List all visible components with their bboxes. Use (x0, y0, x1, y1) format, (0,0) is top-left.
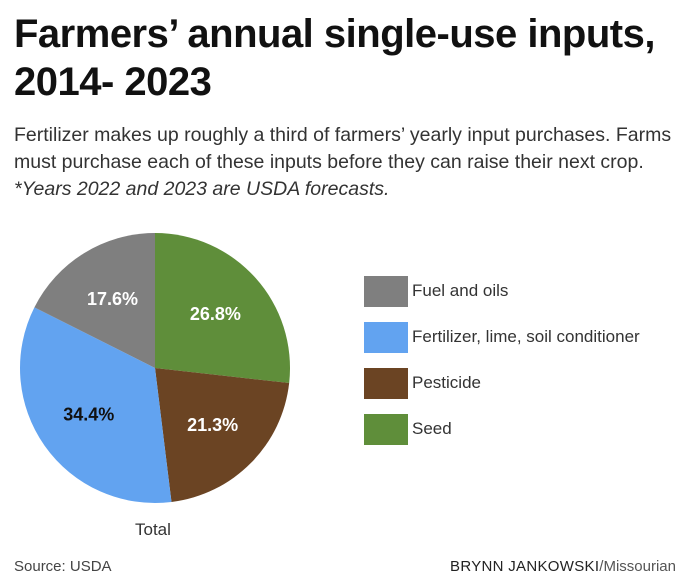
legend-swatch (364, 413, 408, 445)
pie-data-label: 21.3% (187, 415, 238, 435)
pie-data-label: 17.6% (87, 289, 138, 309)
legend-label: Pesticide (412, 373, 481, 392)
legend-label: Fuel and oils (412, 281, 509, 300)
pie-slice-fertilizer (19, 307, 172, 503)
pie-axis-label: Total (135, 520, 171, 539)
chart-title: Farmers’ annual single-use inputs, 2014-… (14, 12, 655, 104)
legend-label: Seed (412, 419, 452, 438)
pie-data-label: 34.4% (63, 405, 114, 425)
legend-swatch (364, 275, 408, 307)
legend-swatch (364, 367, 408, 399)
pie-data-label: 26.8% (190, 304, 241, 324)
legend: Fuel and oils Fertilizer, lime, soil con… (364, 268, 640, 452)
chart-subtitle: Fertilizer makes up roughly a third of f… (14, 122, 690, 203)
pie-slice-seed (155, 233, 290, 384)
subtitle-text: Fertilizer makes up roughly a third of f… (14, 124, 672, 173)
legend-label: Fertilizer, lime, soil conditioner (412, 327, 640, 346)
legend-item-pesticide: Pesticide (364, 360, 640, 406)
credit-name: BRYNN JANKOWSKI (450, 558, 600, 575)
legend-item-fuel: Fuel and oils (364, 268, 640, 314)
source-note: Source: USDA (14, 558, 112, 575)
legend-item-seed: Seed (364, 406, 640, 452)
pie-slice-pesticide (155, 368, 290, 502)
legend-item-fertilizer: Fertilizer, lime, soil conditioner (364, 314, 640, 360)
pie-slice-fuel (34, 233, 155, 368)
subtitle-note: *Years 2022 and 2023 are USDA forecasts. (14, 178, 390, 200)
credit: BRYNN JANKOWSKI/Missourian (450, 558, 676, 575)
legend-swatch (364, 321, 408, 353)
credit-publication: /Missourian (599, 558, 676, 575)
